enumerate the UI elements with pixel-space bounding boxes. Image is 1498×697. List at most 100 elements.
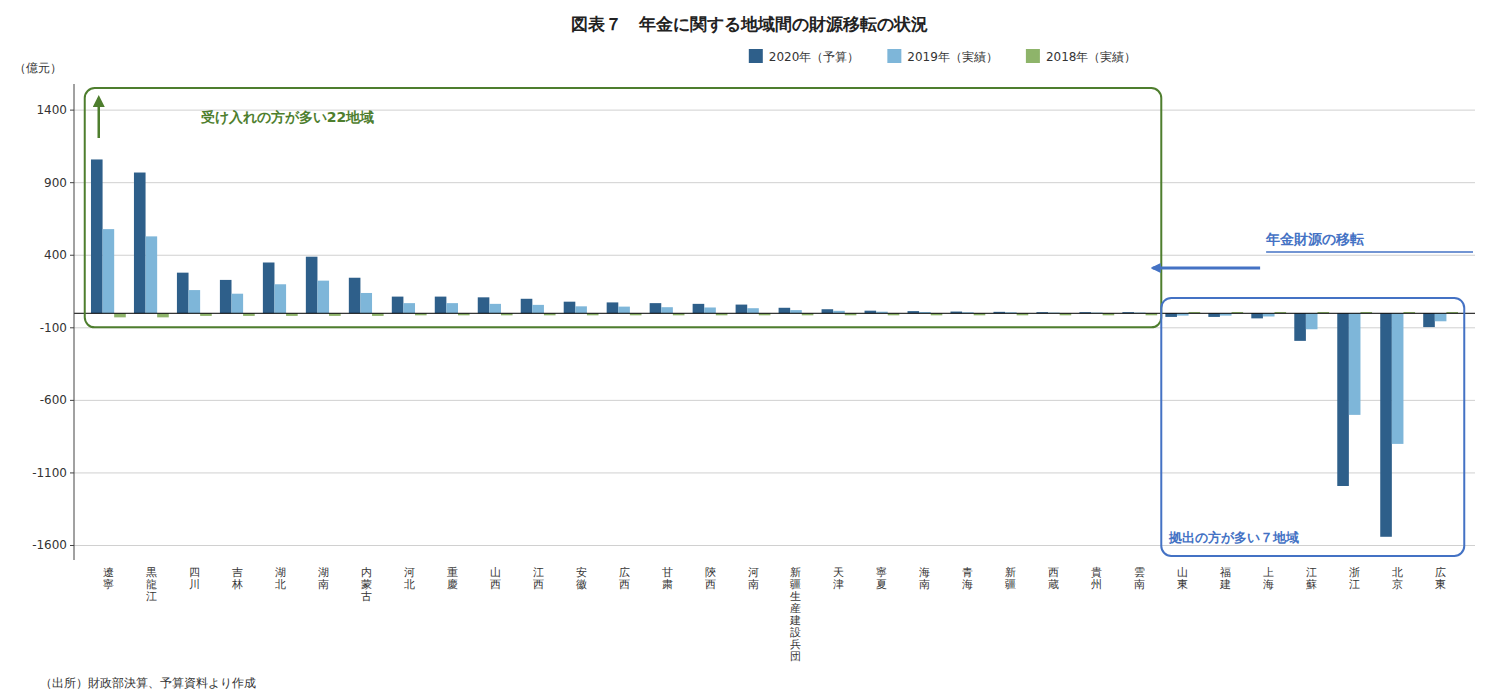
x-tick-label: 広東 [1435, 566, 1446, 591]
x-tick-label: 福建 [1219, 566, 1231, 591]
bar [91, 159, 103, 313]
legend-label: 2020年（予算） [769, 50, 860, 64]
bar [103, 229, 115, 313]
x-tick-label: 河南 [748, 566, 759, 591]
bar [1165, 313, 1177, 317]
bar [521, 299, 533, 314]
y-tick-label: 900 [44, 176, 67, 190]
bar [1380, 313, 1392, 536]
bar [650, 303, 662, 313]
zero-line [74, 313, 1475, 314]
bar [1349, 313, 1361, 415]
legend-swatch [749, 49, 763, 63]
y-tick [70, 327, 74, 328]
x-tick-label: 青海 [962, 566, 973, 591]
bars [91, 159, 1458, 536]
y-tick [70, 545, 74, 546]
x-tick-label: 浙江 [1349, 566, 1360, 591]
x-tick-label: 海南 [919, 566, 930, 591]
legend-swatch [887, 49, 901, 63]
bar [607, 302, 619, 313]
bar [822, 309, 834, 313]
y-tick-label: 1400 [36, 103, 67, 117]
x-tick-label: 江西 [533, 566, 544, 591]
y-tick [70, 182, 74, 183]
x-tick-label: 江蘇 [1306, 566, 1317, 591]
grid-line [74, 255, 1475, 256]
y-tick [70, 472, 74, 473]
annotation: 拠出の方が多い７地域 [1168, 530, 1299, 545]
bar [360, 293, 372, 313]
y-tick-label: -600 [40, 393, 67, 407]
x-tick-label: 湖南 [318, 566, 329, 591]
grid-line [74, 182, 1475, 183]
bar [114, 313, 126, 317]
x-tick-label: 山西 [490, 566, 501, 591]
x-tick-label: 吉林 [231, 566, 243, 591]
y-tick-label: -1100 [32, 466, 67, 480]
y-tick-label: -1600 [32, 538, 67, 552]
legend-label: 2018年（実績） [1046, 50, 1137, 64]
annotation-line [1266, 251, 1473, 253]
x-tick-label: 内蒙古 [361, 566, 372, 603]
bar [306, 257, 318, 314]
x-tick-label: 湖北 [275, 566, 286, 591]
bar [1208, 313, 1220, 317]
x-tick-label: 遼寧 [103, 566, 114, 591]
y-tick [70, 255, 74, 256]
legend-label: 2019年（実績） [907, 50, 998, 64]
annotation-box [85, 88, 1162, 327]
x-tick-label: 黒龍江 [146, 566, 157, 603]
x-tick-label: 甘粛 [662, 566, 673, 591]
bar [478, 297, 490, 313]
y-tick-label: -100 [40, 321, 67, 335]
bar [1423, 313, 1435, 327]
x-tick-label: 陝西 [705, 566, 716, 591]
x-tick-label: 重慶 [447, 566, 458, 591]
title: 図表７ 年金に関する地域間の財源移転の状況 [571, 14, 928, 34]
bar [736, 305, 748, 314]
x-tick-label: 北京 [1392, 566, 1403, 591]
bar [1306, 313, 1318, 329]
y-tick [70, 110, 74, 111]
x-tick-label: 広西 [619, 566, 630, 591]
bar [274, 284, 286, 313]
bar [220, 280, 232, 313]
bar [435, 297, 447, 314]
bar [618, 307, 630, 314]
bar [1435, 313, 1447, 321]
source: （出所）財政部決算、予算資料より作成 [40, 676, 256, 690]
x-tick-label: 雲南 [1134, 566, 1145, 591]
y-axis-label: （億元） [14, 61, 62, 75]
bar [263, 263, 275, 314]
bar [693, 304, 705, 313]
y-tick-label: 400 [44, 248, 67, 262]
bar [1251, 313, 1263, 318]
bar [403, 303, 415, 313]
grid-line [74, 545, 1475, 546]
x-tick-label: 山東 [1177, 566, 1188, 591]
x-tick-label: 河北 [404, 566, 415, 591]
bar [747, 308, 759, 313]
grid-line [74, 472, 1475, 473]
grid-line [74, 400, 1475, 401]
legend: 2020年（予算） 2019年（実績） 2018年（実績） [749, 49, 1137, 64]
bar [446, 303, 458, 313]
y-tick [70, 400, 74, 401]
bar [1337, 313, 1349, 486]
x-tick-label: 寧夏 [876, 566, 887, 591]
bar [146, 236, 158, 313]
annotation: 受け入れの方が多い22地域 [200, 109, 374, 125]
bar [232, 294, 244, 314]
annotation-arrow [97, 98, 100, 138]
bar [489, 304, 501, 313]
x-tick-label: 安徽 [576, 566, 587, 591]
bar [134, 173, 146, 314]
bar [1392, 313, 1404, 444]
x-tick-label: 新疆 [1005, 566, 1016, 591]
x-tick-label: 貴州 [1091, 566, 1102, 591]
bar [661, 307, 673, 313]
bar [1294, 313, 1306, 341]
bar [189, 290, 201, 313]
bar [317, 281, 329, 314]
